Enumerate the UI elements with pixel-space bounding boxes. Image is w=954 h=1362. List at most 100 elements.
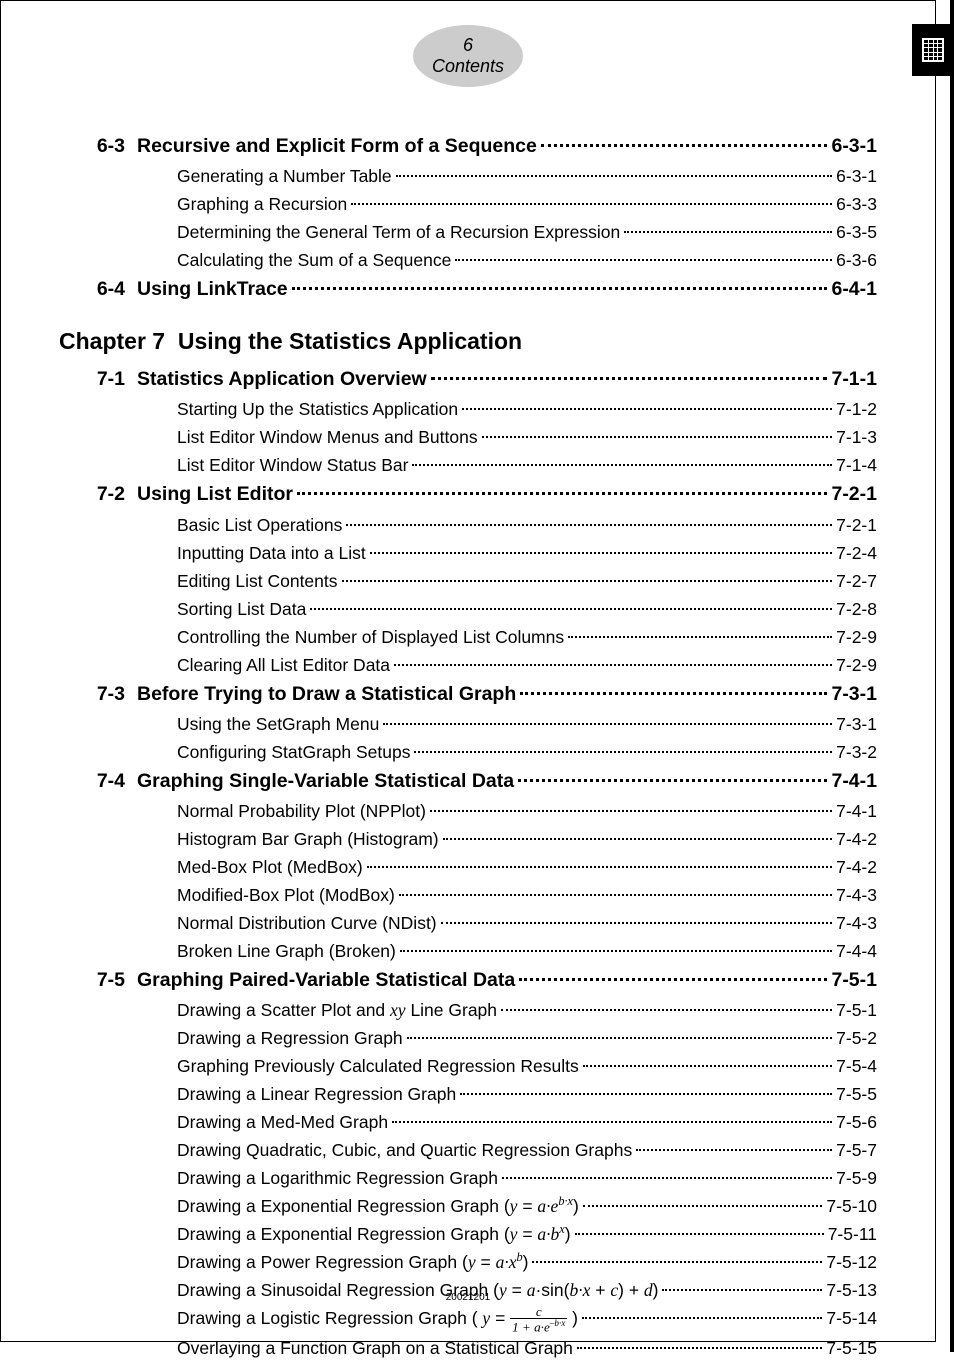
sub-title: Drawing a Power Regression Graph (y = a·… <box>177 1248 528 1276</box>
toc-sub-row: Modified-Box Plot (ModBox)7-4-3 <box>177 881 877 909</box>
sub-page: 6-3-1 <box>836 162 877 190</box>
leader-dots <box>520 692 827 695</box>
header-tab: 6 Contents <box>413 25 523 87</box>
sub-title: Drawing Quadratic, Cubic, and Quartic Re… <box>177 1136 632 1164</box>
toc-sub-row: Configuring StatGraph Setups 7-3-2 <box>177 738 877 766</box>
sub-page: 7-2-1 <box>836 511 877 539</box>
leader-dots <box>431 377 828 380</box>
leader-dots <box>583 1065 832 1067</box>
leader-dots <box>370 552 832 554</box>
section-number: 7-4 <box>79 766 125 797</box>
leader-dots <box>392 1121 832 1123</box>
chapter-heading: Chapter 7 Using the Statistics Applicati… <box>59 323 877 360</box>
leader-dots <box>292 287 828 290</box>
sub-title: Overlaying a Function Graph on a Statist… <box>177 1334 573 1362</box>
leader-dots <box>414 751 832 753</box>
leader-dots <box>482 436 833 438</box>
section-number: 7-1 <box>79 364 125 395</box>
sub-title: Graphing Previously Calculated Regressio… <box>177 1052 579 1080</box>
sub-page: 6-3-5 <box>836 218 877 246</box>
leader-dots <box>367 866 832 868</box>
sub-title: Drawing a Med-Med Graph <box>177 1108 388 1136</box>
sub-page: 6-3-3 <box>836 190 877 218</box>
sub-page: 7-3-1 <box>836 710 877 738</box>
leader-dots <box>460 1093 832 1095</box>
toc-sub-row: Editing List Contents7-2-7 <box>177 567 877 595</box>
leader-dots <box>455 259 832 261</box>
toc-sub-row: Normal Probability Plot (NPPlot)7-4-1 <box>177 797 877 825</box>
sub-page: 7-1-4 <box>836 451 877 479</box>
leader-dots <box>541 144 828 147</box>
sub-page: 7-5-15 <box>826 1334 877 1362</box>
toc-sub-row: Drawing a Logarithmic Regression Graph7-… <box>177 1164 877 1192</box>
section-title: Statistics Application Overview <box>137 364 427 395</box>
toc-sub-row: Basic List Operations 7-2-1 <box>177 511 877 539</box>
sub-page: 7-5-7 <box>836 1136 877 1164</box>
section-title: Using List Editor <box>137 479 293 510</box>
toc-sub-row: Drawing a Exponential Regression Graph (… <box>177 1192 877 1220</box>
toc-sub-row: Drawing a Power Regression Graph (y = a·… <box>177 1248 877 1276</box>
section-title: Using LinkTrace <box>137 274 288 305</box>
sub-page: 7-5-13 <box>826 1276 877 1304</box>
sub-title: Determining the General Term of a Recurs… <box>177 218 620 246</box>
sub-page: 7-4-2 <box>836 825 877 853</box>
section-number: 6-3 <box>79 131 125 162</box>
leader-dots <box>636 1149 832 1151</box>
leader-dots <box>351 203 832 205</box>
page-container: 6 Contents 6-3 Recursive and Explicit For… <box>0 0 954 1352</box>
sub-page: 6-3-6 <box>836 246 877 274</box>
toc-sub-row: Drawing Quadratic, Cubic, and Quartic Re… <box>177 1136 877 1164</box>
toc-sub-row: Starting Up the Statistics Application 7-… <box>177 395 877 423</box>
leader-dots <box>577 1347 823 1349</box>
leader-dots <box>394 664 832 666</box>
leader-dots <box>310 608 832 610</box>
sub-page: 7-2-7 <box>836 567 877 595</box>
leader-dots <box>399 894 832 896</box>
toc-sub-row: Graphing Previously Calculated Regressio… <box>177 1052 877 1080</box>
toc-sub-row: Using the SetGraph Menu7-3-1 <box>177 710 877 738</box>
header-page-label: Contents <box>432 56 504 77</box>
sub-title: Drawing a Exponential Regression Graph (… <box>177 1220 571 1248</box>
sub-title: Starting Up the Statistics Application <box>177 395 458 423</box>
sub-title: Drawing a Logarithmic Regression Graph <box>177 1164 498 1192</box>
sub-title: Normal Distribution Curve (NDist) <box>177 909 437 937</box>
toc-sub-row: Normal Distribution Curve (NDist)7-4-3 <box>177 909 877 937</box>
sub-title: List Editor Window Status Bar <box>177 451 408 479</box>
section-title: Recursive and Explicit Form of a Sequenc… <box>137 131 537 162</box>
toc-sub-row: Histogram Bar Graph (Histogram) 7-4-2 <box>177 825 877 853</box>
toc-sub-row: Med-Box Plot (MedBox) 7-4-2 <box>177 853 877 881</box>
leader-dots <box>502 1177 832 1179</box>
sub-page: 7-5-5 <box>836 1080 877 1108</box>
sub-page: 7-2-9 <box>836 651 877 679</box>
sub-title: Histogram Bar Graph (Histogram) <box>177 825 439 853</box>
leader-dots <box>383 723 832 725</box>
sub-page: 7-2-4 <box>836 539 877 567</box>
sub-page: 7-5-12 <box>826 1248 877 1276</box>
sub-page: 7-4-2 <box>836 853 877 881</box>
leader-dots <box>519 978 827 981</box>
sub-title: Basic List Operations <box>177 511 342 539</box>
sub-page: 7-3-2 <box>836 738 877 766</box>
toc-sub-row: Clearing All List Editor Data7-2-9 <box>177 651 877 679</box>
section-page: 7-2-1 <box>831 479 877 510</box>
sub-page: 7-1-2 <box>836 395 877 423</box>
toc-sub-row: Overlaying a Function Graph on a Statist… <box>177 1334 877 1362</box>
toc-section-row: 7-3Before Trying to Draw a Statistical G… <box>59 679 877 710</box>
sub-page: 7-2-9 <box>836 623 877 651</box>
section-number: 6-4 <box>79 274 125 305</box>
section-page: 7-1-1 <box>831 364 877 395</box>
toc-sub-row: List Editor Window Menus and Buttons7-1-… <box>177 423 877 451</box>
sub-title: Inputting Data into a List <box>177 539 366 567</box>
leader-dots <box>662 1289 822 1291</box>
toc-sub-row: Drawing a Exponential Regression Graph (… <box>177 1220 877 1248</box>
sub-title: Med-Box Plot (MedBox) <box>177 853 363 881</box>
sub-title: Normal Probability Plot (NPPlot) <box>177 797 426 825</box>
sub-page: 7-5-4 <box>836 1052 877 1080</box>
sub-page: 7-5-1 <box>836 996 877 1024</box>
section-title: Graphing Paired-Variable Statistical Dat… <box>137 965 515 996</box>
sub-title: Drawing a Linear Regression Graph <box>177 1080 456 1108</box>
sub-title: Configuring StatGraph Setups <box>177 738 410 766</box>
leader-dots <box>624 231 832 233</box>
toc-sub-row: Broken Line Graph (Broken)7-4-4 <box>177 937 877 965</box>
section-page: 7-5-1 <box>831 965 877 996</box>
